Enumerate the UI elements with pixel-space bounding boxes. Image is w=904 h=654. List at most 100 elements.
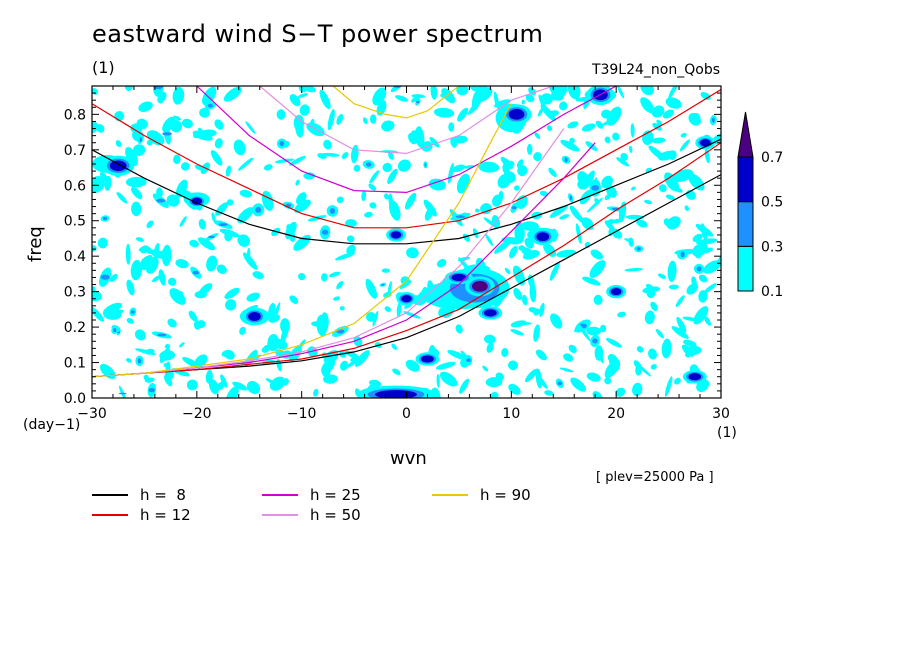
contour-blob: [346, 244, 356, 255]
contour-blob: [336, 280, 344, 290]
contour-blob: [175, 179, 188, 198]
contour-blob: [601, 109, 612, 119]
contour-blob: [658, 184, 667, 193]
contour-blob: [92, 290, 102, 302]
contour-blob: [650, 301, 658, 312]
contour-blob: [510, 320, 527, 328]
dispersion-curve-4-1: [92, 103, 512, 378]
contour-blob: [353, 164, 361, 172]
chart-subtitle-unit: (1): [92, 58, 115, 77]
contour-blob: [560, 139, 580, 152]
contour-blob: [299, 104, 310, 116]
contour-blob: [289, 155, 307, 166]
contour-blob: [675, 295, 685, 308]
contour-blob: [172, 86, 185, 105]
contour-blob: [486, 342, 494, 353]
contour-blob-mid: [118, 392, 127, 395]
contour-blob-mid: [381, 283, 385, 286]
contour-blob: [630, 123, 635, 138]
contour-blob: [620, 152, 628, 161]
contour-blob-mid: [103, 216, 107, 221]
dispersion-curve-4-0: [332, 86, 460, 119]
contour-blob: [526, 143, 533, 155]
contour-blob: [617, 311, 626, 318]
contour-blob: [276, 358, 282, 372]
contour-blob-mid: [117, 331, 121, 334]
contour-blob: [272, 338, 288, 350]
contour-blob: [535, 349, 547, 361]
contour-blob: [703, 283, 717, 294]
contour-blob: [646, 286, 656, 299]
contour-blob: [221, 349, 232, 357]
contour-blob: [652, 122, 662, 131]
contour-blob: [224, 231, 233, 242]
contour-blob: [423, 199, 437, 217]
contour-blob: [164, 343, 171, 349]
contour-blob: [186, 379, 198, 391]
contour-blob-mid: [100, 274, 110, 280]
contour-blob-mid: [636, 247, 641, 251]
contour-blob: [125, 243, 131, 265]
contour-blob: [126, 318, 134, 324]
chart-title: eastward wind S−T power spectrum: [92, 20, 544, 48]
contour-blob: [524, 237, 534, 249]
contour-blob: [193, 320, 201, 330]
contour-blob: [156, 187, 163, 198]
contour-blob: [211, 212, 216, 223]
legend-label-h12: h = 12: [140, 506, 191, 524]
contour-blob: [199, 107, 210, 118]
contour-blob: [214, 138, 223, 149]
contour-blob: [656, 119, 663, 126]
contour-blob: [335, 252, 356, 261]
contour-blob: [539, 190, 548, 197]
colorbar-label: 0.7: [761, 150, 783, 166]
contour-blob: [478, 264, 491, 271]
dispersion-curve-0-0: [92, 138, 721, 245]
contour-blob: [140, 254, 153, 264]
contour-blob: [539, 302, 545, 317]
contour-blob: [570, 377, 586, 392]
contour-peak: [472, 281, 488, 292]
contour-blob: [288, 346, 302, 362]
contour-blob: [703, 315, 712, 326]
contour-blob-mid: [591, 185, 600, 191]
contour-blob: [339, 306, 345, 311]
contour-blob: [223, 86, 242, 102]
contour-blob: [428, 178, 446, 191]
dispersion-curve-1-1: [92, 142, 721, 378]
contour-blob: [179, 216, 187, 227]
contour-blob: [474, 87, 493, 103]
contour-blob: [693, 306, 709, 325]
contour-blob: [116, 192, 128, 204]
contour-peak: [421, 355, 434, 363]
contour-blob: [298, 86, 307, 93]
contour-blob-mid: [156, 198, 166, 203]
contour-blob: [586, 372, 601, 382]
contour-blob-mid: [113, 328, 117, 333]
contour-blob: [397, 159, 411, 172]
contour-blob: [581, 123, 596, 132]
legend-swatch-h12: [92, 514, 128, 516]
contour-blob: [640, 97, 655, 114]
contour-blob: [665, 194, 676, 201]
contour-blob: [586, 326, 601, 336]
contour-blob-mid: [416, 101, 420, 104]
contour-blob: [604, 359, 620, 379]
contour-blob-mid: [466, 358, 471, 363]
legend-label-h50: h = 50: [310, 506, 361, 524]
contour-blob-mid: [321, 229, 329, 235]
contour-blob: [124, 86, 133, 91]
contour-blob: [611, 228, 623, 239]
contour-blob: [636, 346, 644, 353]
contour-blob: [628, 145, 633, 153]
contour-blob: [125, 146, 138, 167]
contour-blob: [455, 324, 463, 334]
contour-blob: [192, 130, 213, 141]
contour-blob: [252, 271, 264, 280]
contour-blob-mid: [139, 137, 142, 142]
contour-blob: [493, 91, 500, 110]
contour-blob-mid: [279, 141, 285, 147]
legend-item-h50: h = 50: [262, 506, 361, 524]
contour-blob: [109, 273, 118, 282]
contour-blob: [216, 264, 227, 275]
